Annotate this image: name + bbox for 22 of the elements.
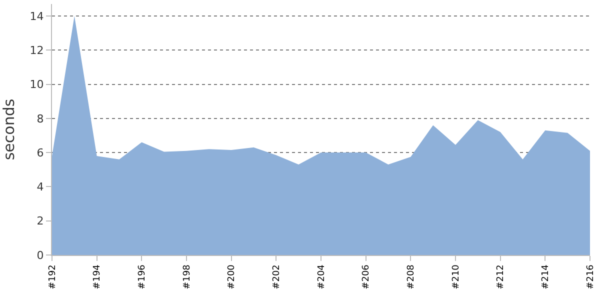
- x-tick-label: #204: [316, 264, 327, 290]
- y-tick-label: 8: [36, 112, 44, 126]
- y-tick-label: 14: [30, 10, 44, 23]
- x-tick-label: #200: [227, 264, 238, 290]
- x-tick-label: #206: [362, 264, 372, 290]
- x-tick-label: #192: [48, 264, 58, 290]
- y-axis-title: seconds: [0, 98, 18, 160]
- x-tick-label: #212: [496, 264, 506, 290]
- y-tick-label: 0: [36, 248, 44, 262]
- x-tick-label: #198: [182, 264, 192, 290]
- x-tick-label: #214: [541, 264, 552, 290]
- x-tick-label: #194: [92, 264, 103, 290]
- y-tick-label: 2: [36, 214, 44, 228]
- y-tick-label: 10: [30, 78, 44, 92]
- y-tick-label: 6: [36, 146, 44, 160]
- x-tick-label: #202: [272, 264, 282, 290]
- x-tick-label: #196: [138, 264, 148, 290]
- x-tick-label: #210: [451, 264, 462, 290]
- y-tick-label: 4: [36, 180, 44, 194]
- y-tick-label: 12: [30, 44, 44, 57]
- x-tick-label: #216: [586, 264, 596, 290]
- x-tick-label: #208: [406, 264, 417, 290]
